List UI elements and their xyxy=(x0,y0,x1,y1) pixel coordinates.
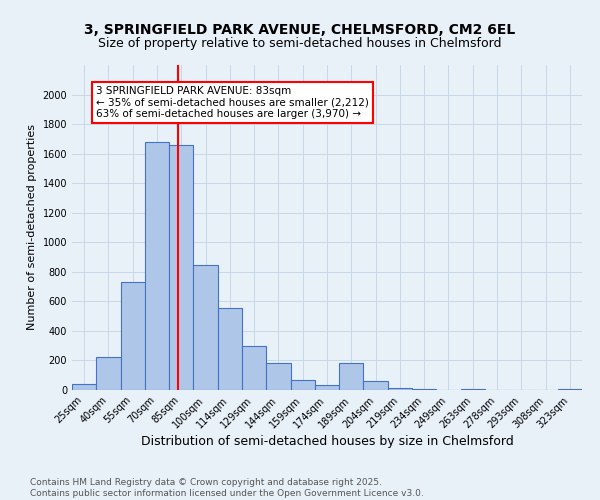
Bar xyxy=(218,308,242,390)
Bar xyxy=(96,357,121,390)
Bar xyxy=(242,346,266,390)
Bar xyxy=(412,388,436,390)
X-axis label: Distribution of semi-detached houses by size in Chelmsford: Distribution of semi-detached houses by … xyxy=(140,436,514,448)
Bar xyxy=(121,282,145,390)
Text: 3 SPRINGFIELD PARK AVENUE: 83sqm
← 35% of semi-detached houses are smaller (2,21: 3 SPRINGFIELD PARK AVENUE: 83sqm ← 35% o… xyxy=(96,86,369,119)
Bar xyxy=(364,381,388,390)
Text: Size of property relative to semi-detached houses in Chelmsford: Size of property relative to semi-detach… xyxy=(98,38,502,51)
Bar xyxy=(339,362,364,390)
Bar xyxy=(461,388,485,390)
Bar xyxy=(290,380,315,390)
Bar xyxy=(72,384,96,390)
Y-axis label: Number of semi-detached properties: Number of semi-detached properties xyxy=(27,124,37,330)
Bar xyxy=(169,145,193,390)
Bar xyxy=(315,385,339,390)
Bar xyxy=(388,388,412,390)
Bar xyxy=(145,142,169,390)
Bar xyxy=(266,362,290,390)
Text: 3, SPRINGFIELD PARK AVENUE, CHELMSFORD, CM2 6EL: 3, SPRINGFIELD PARK AVENUE, CHELMSFORD, … xyxy=(85,22,515,36)
Bar xyxy=(193,265,218,390)
Text: Contains HM Land Registry data © Crown copyright and database right 2025.
Contai: Contains HM Land Registry data © Crown c… xyxy=(30,478,424,498)
